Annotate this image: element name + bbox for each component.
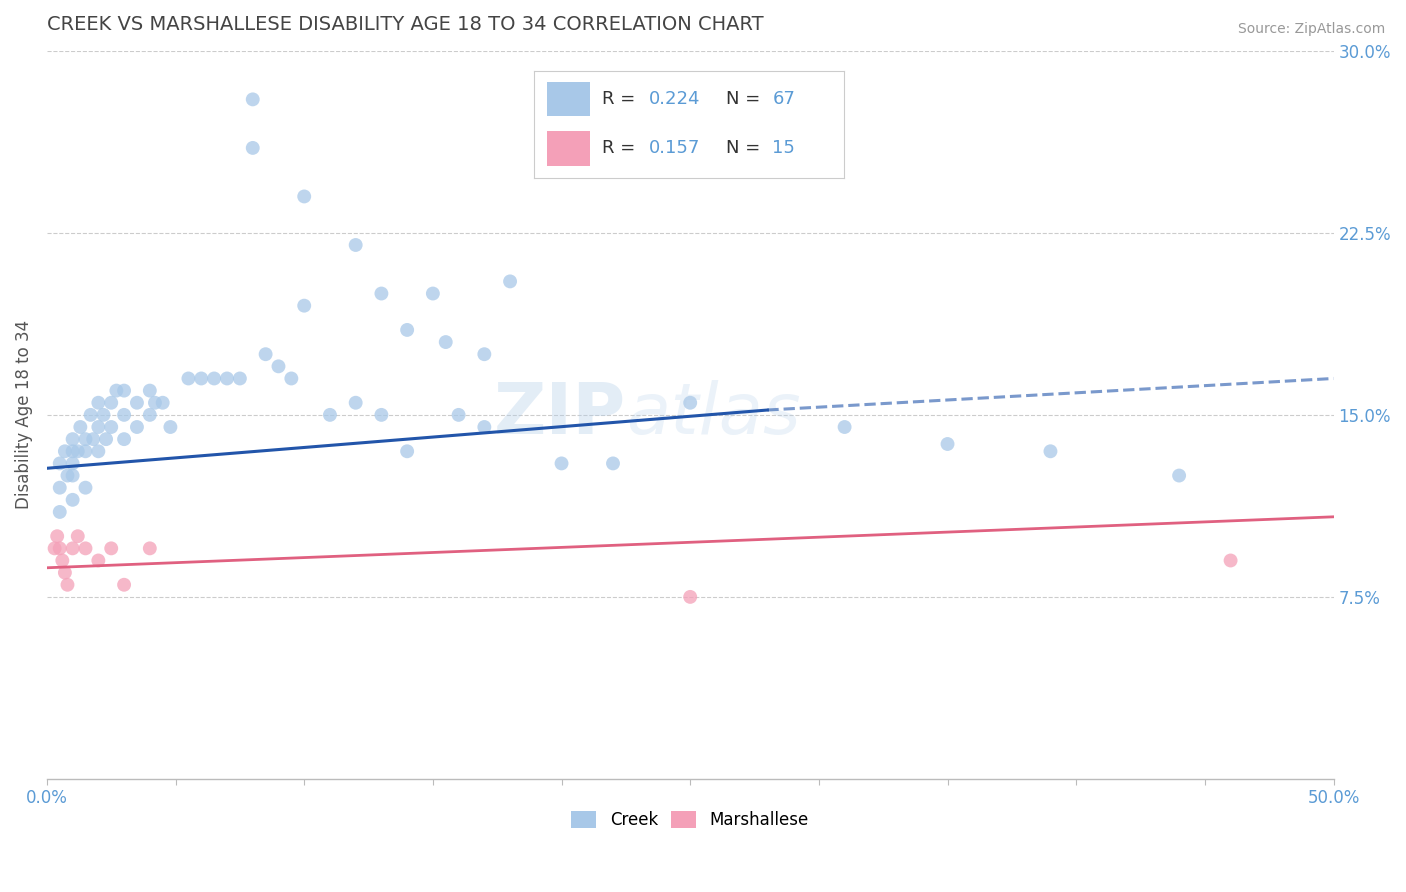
Point	[267, 359, 290, 374]
Point	[125, 396, 148, 410]
Bar	[547, 82, 591, 116]
Point	[93, 408, 115, 422]
Point	[936, 437, 959, 451]
Text: atlas: atlas	[626, 380, 800, 450]
Point	[422, 286, 444, 301]
Point	[53, 566, 76, 580]
Text: CREEK VS MARSHALLESE DISABILITY AGE 18 TO 34 CORRELATION CHART: CREEK VS MARSHALLESE DISABILITY AGE 18 T…	[46, 15, 763, 34]
Text: N =: N =	[725, 139, 766, 157]
Point	[447, 408, 470, 422]
Point	[79, 408, 101, 422]
Point	[242, 141, 264, 155]
Point	[51, 553, 73, 567]
Point	[679, 590, 702, 604]
Point	[152, 396, 174, 410]
Point	[62, 468, 84, 483]
Legend: Creek, Marshallese: Creek, Marshallese	[565, 805, 815, 836]
Point	[215, 371, 238, 385]
Text: R =: R =	[602, 139, 641, 157]
Point	[87, 396, 110, 410]
Point	[100, 396, 122, 410]
Point	[125, 420, 148, 434]
Point	[344, 396, 367, 410]
Point	[434, 334, 457, 349]
Point	[56, 468, 79, 483]
Point	[550, 457, 572, 471]
Point	[254, 347, 277, 361]
Point	[53, 444, 76, 458]
Point	[75, 481, 97, 495]
Text: R =: R =	[602, 90, 641, 108]
Point	[280, 371, 302, 385]
Point	[87, 444, 110, 458]
Point	[49, 541, 72, 556]
Point	[139, 408, 162, 422]
Point	[87, 420, 110, 434]
Point	[87, 553, 110, 567]
Point	[242, 92, 264, 106]
Point	[112, 578, 135, 592]
Point	[1219, 553, 1241, 567]
Point	[62, 432, 84, 446]
Point	[62, 492, 84, 507]
Point	[49, 481, 72, 495]
Point	[202, 371, 225, 385]
Bar	[547, 131, 591, 166]
Point	[292, 299, 315, 313]
Point	[46, 529, 69, 543]
Y-axis label: Disability Age 18 to 34: Disability Age 18 to 34	[15, 320, 32, 509]
Point	[66, 444, 89, 458]
Point	[499, 274, 522, 288]
Point	[82, 432, 104, 446]
Point	[112, 408, 135, 422]
Point	[100, 541, 122, 556]
Point	[472, 420, 495, 434]
Point	[112, 384, 135, 398]
Point	[1168, 468, 1191, 483]
Point	[292, 189, 315, 203]
Point	[1039, 444, 1062, 458]
Point	[62, 457, 84, 471]
Point	[679, 396, 702, 410]
Point	[159, 420, 181, 434]
Point	[139, 384, 162, 398]
Point	[370, 408, 392, 422]
Point	[94, 432, 117, 446]
Point	[319, 408, 342, 422]
Point	[472, 347, 495, 361]
Point	[69, 420, 91, 434]
Point	[834, 420, 856, 434]
Text: ZIP: ZIP	[494, 380, 626, 450]
Text: N =: N =	[725, 90, 766, 108]
Text: 0.224: 0.224	[648, 90, 700, 108]
Point	[62, 444, 84, 458]
Point	[44, 541, 66, 556]
Text: 67: 67	[772, 90, 796, 108]
Point	[49, 505, 72, 519]
Text: Source: ZipAtlas.com: Source: ZipAtlas.com	[1237, 22, 1385, 37]
Point	[75, 444, 97, 458]
Point	[112, 432, 135, 446]
Point	[143, 396, 166, 410]
Point	[370, 286, 392, 301]
Point	[100, 420, 122, 434]
Point	[602, 457, 624, 471]
Point	[75, 541, 97, 556]
Text: 15: 15	[772, 139, 796, 157]
Point	[139, 541, 162, 556]
Point	[396, 323, 419, 337]
Point	[177, 371, 200, 385]
Point	[49, 457, 72, 471]
Point	[105, 384, 128, 398]
Point	[344, 238, 367, 252]
Point	[229, 371, 252, 385]
Text: 0.157: 0.157	[648, 139, 700, 157]
Point	[66, 529, 89, 543]
Point	[190, 371, 212, 385]
Point	[396, 444, 419, 458]
Point	[56, 578, 79, 592]
Point	[75, 432, 97, 446]
Point	[62, 541, 84, 556]
